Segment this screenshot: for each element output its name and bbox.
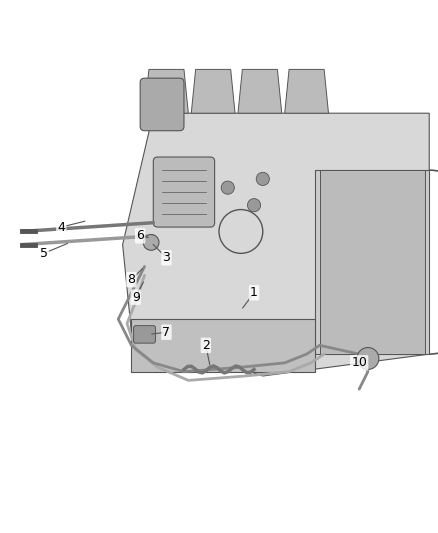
Polygon shape	[238, 69, 282, 113]
Text: 6: 6	[136, 229, 144, 243]
Circle shape	[256, 172, 269, 185]
Circle shape	[247, 199, 261, 212]
Polygon shape	[320, 170, 425, 354]
Polygon shape	[315, 170, 429, 354]
FancyBboxPatch shape	[134, 326, 155, 343]
Text: 4: 4	[57, 221, 65, 233]
Text: 7: 7	[162, 326, 170, 338]
FancyBboxPatch shape	[140, 78, 184, 131]
Text: 8: 8	[127, 273, 135, 286]
Circle shape	[221, 181, 234, 194]
Text: 10: 10	[351, 357, 367, 369]
Text: 3: 3	[162, 251, 170, 264]
Text: 2: 2	[202, 339, 210, 352]
Text: 9: 9	[132, 290, 140, 304]
Polygon shape	[145, 69, 188, 113]
Circle shape	[143, 235, 159, 251]
Text: 1: 1	[250, 286, 258, 300]
Polygon shape	[191, 69, 235, 113]
Polygon shape	[131, 319, 315, 372]
Circle shape	[357, 348, 379, 369]
Polygon shape	[123, 113, 429, 376]
FancyBboxPatch shape	[153, 157, 215, 227]
Polygon shape	[285, 69, 328, 113]
Text: 5: 5	[40, 247, 48, 260]
